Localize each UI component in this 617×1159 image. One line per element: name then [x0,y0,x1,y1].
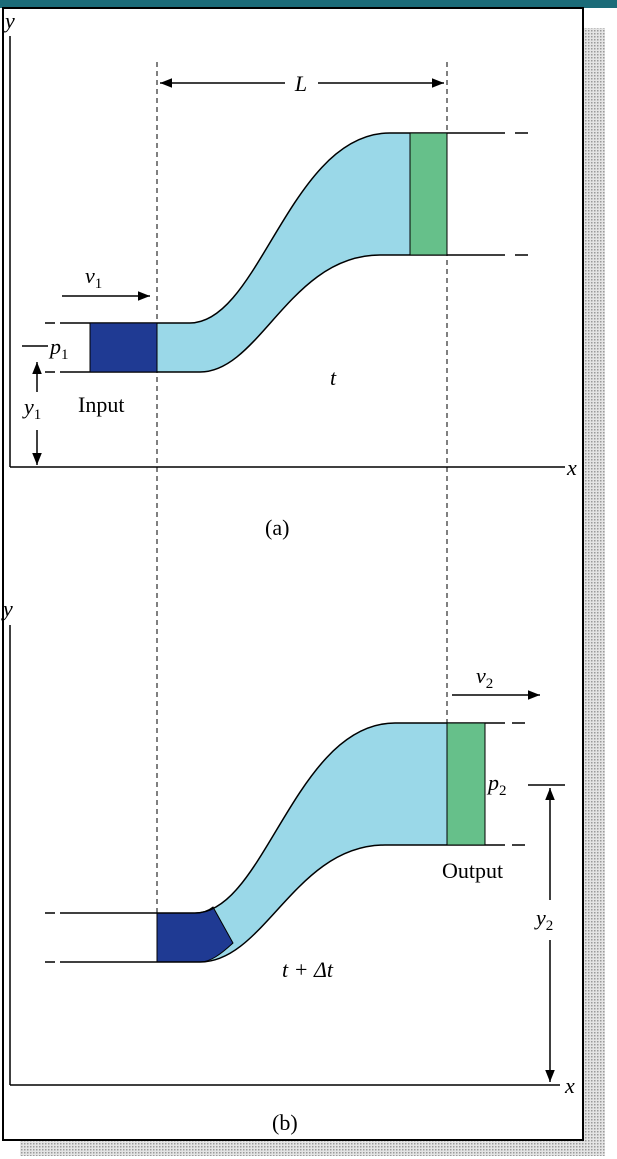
pressure-label: p1 [48,334,69,363]
length-label: L [294,71,307,96]
time-label: t [330,365,337,390]
panel-b: y x v2 p2 y2 Output t + Δt (b) [1,596,575,1135]
height-label: y2 [534,905,553,934]
time-label: t + Δt [282,957,334,982]
axis-label: y [3,8,15,33]
shadow [583,28,605,1156]
axis-label: x [564,1073,575,1098]
caption: (a) [265,515,289,540]
pressure-label: p2 [486,770,507,799]
region-label: Output [442,858,503,883]
frame [2,7,584,1141]
velocity-label: v2 [476,663,493,692]
caption: (b) [272,1110,298,1135]
axis-label: y [1,596,13,621]
shadow [20,1140,605,1156]
axis-label: x [566,455,577,480]
top-bar [0,0,617,8]
panel-a: y x L v1 p1 y1 Input t (a) [3,8,577,540]
velocity-label: v1 [85,263,102,292]
region-label: Input [78,392,124,417]
height-label: y1 [22,394,41,423]
